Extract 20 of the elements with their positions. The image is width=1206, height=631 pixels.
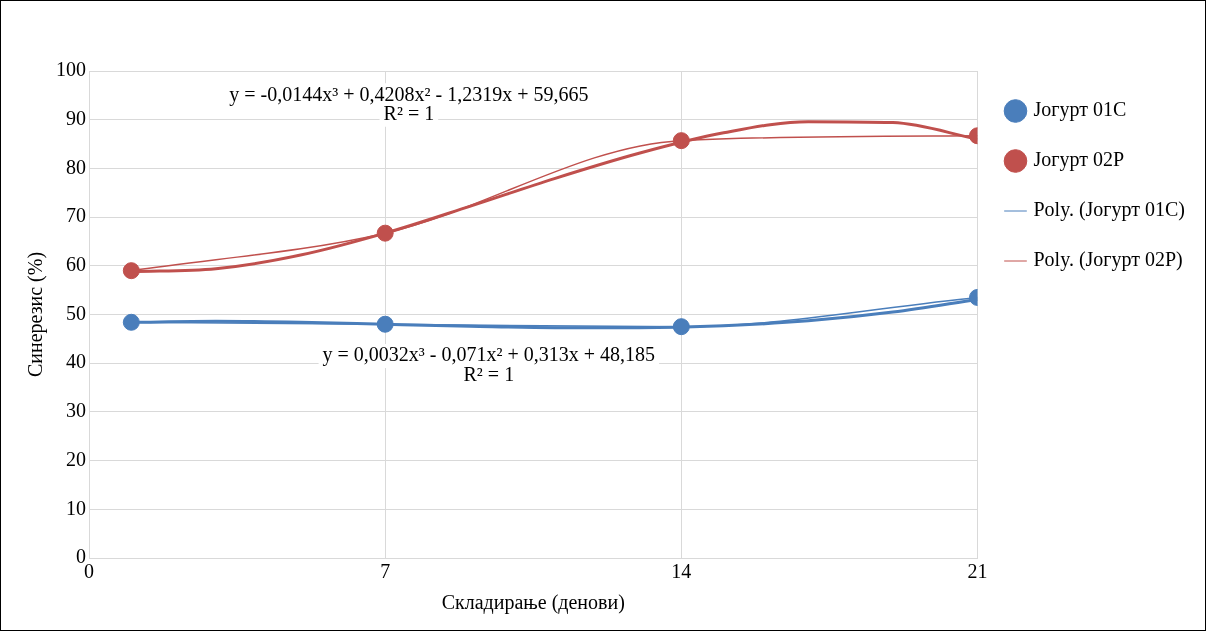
- y-axis-title: Синерезис (%): [24, 251, 48, 378]
- legend-label: Јогурт 01С: [1033, 98, 1127, 122]
- y-tick-label: 70: [66, 204, 86, 227]
- y-tick-label: 20: [66, 447, 86, 470]
- y-tick-label: 30: [66, 399, 86, 422]
- y-tick-label: 80: [66, 155, 86, 178]
- y-tick-label: 60: [66, 253, 86, 276]
- legend-label: Poly. (Јогурт 01С): [1033, 198, 1186, 222]
- y-tick-label: 0: [76, 545, 86, 568]
- x-tick-label: 21: [967, 560, 988, 583]
- y-tick-label: 100: [56, 58, 86, 81]
- y-tick-label: 90: [66, 106, 86, 129]
- legend-label: Poly. (Јогурт 02Р): [1033, 248, 1183, 272]
- x-tick-label: 14: [671, 560, 692, 583]
- y-tick-label: 10: [66, 496, 86, 519]
- x-tick-label: 7: [380, 560, 391, 583]
- x-axis-title: Складирање (денови): [441, 591, 625, 615]
- legend-label: Јогурт 02Р: [1033, 148, 1125, 172]
- y-tick-label: 50: [66, 301, 86, 324]
- y-tick-label: 40: [66, 350, 86, 373]
